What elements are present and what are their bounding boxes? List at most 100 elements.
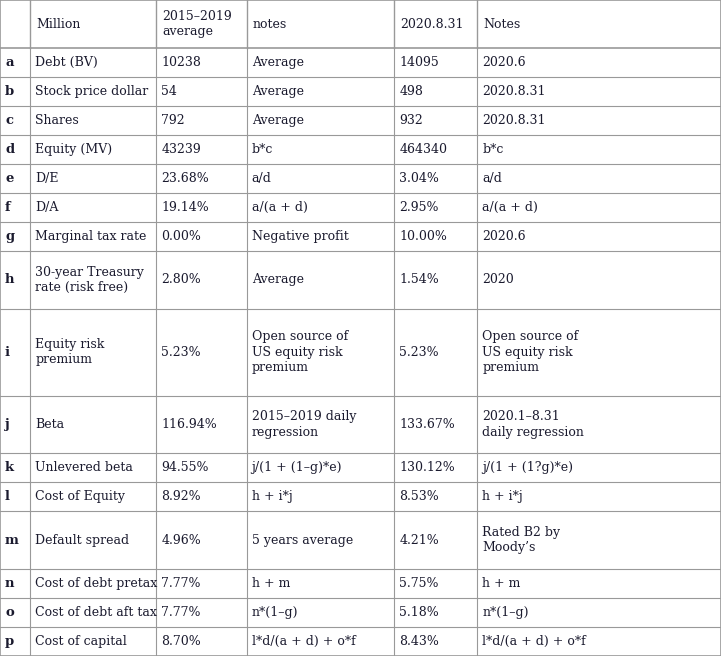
Text: 116.94%: 116.94% [162, 418, 217, 431]
Text: 2015–2019
average: 2015–2019 average [162, 10, 232, 38]
Text: Cost of Equity: Cost of Equity [35, 490, 125, 503]
Text: p: p [5, 635, 14, 648]
Text: 8.53%: 8.53% [399, 490, 439, 503]
Text: 2020: 2020 [482, 274, 514, 286]
Text: 5 years average: 5 years average [252, 534, 353, 546]
Text: 0.00%: 0.00% [162, 230, 201, 243]
Text: 2.95%: 2.95% [399, 201, 439, 214]
Text: n*(1–g): n*(1–g) [482, 606, 528, 619]
Text: 932: 932 [399, 114, 423, 127]
Text: Equity risk
premium: Equity risk premium [35, 338, 105, 366]
Text: l*d/(a + d) + o*f: l*d/(a + d) + o*f [252, 635, 355, 648]
Text: 43239: 43239 [162, 143, 201, 156]
Text: Debt (BV): Debt (BV) [35, 56, 98, 69]
Text: a/(a + d): a/(a + d) [252, 201, 307, 214]
Text: j: j [5, 418, 10, 431]
Text: a/d: a/d [252, 172, 272, 185]
Text: Beta: Beta [35, 418, 64, 431]
Text: 5.23%: 5.23% [399, 346, 439, 359]
Text: 8.43%: 8.43% [399, 635, 439, 648]
Text: 54: 54 [162, 85, 177, 98]
Text: n*(1–g): n*(1–g) [252, 606, 298, 619]
Text: Shares: Shares [35, 114, 79, 127]
Text: b: b [5, 85, 14, 98]
Text: 464340: 464340 [399, 143, 448, 156]
Text: l: l [5, 490, 10, 503]
Text: n: n [5, 577, 14, 590]
Text: g: g [5, 230, 14, 243]
Text: 2020.8.31: 2020.8.31 [482, 114, 546, 127]
Text: 2020.1–8.31
daily regression: 2020.1–8.31 daily regression [482, 410, 584, 439]
Text: 2.80%: 2.80% [162, 274, 201, 286]
Text: Million: Million [36, 18, 81, 31]
Text: o: o [5, 606, 14, 619]
Text: 4.96%: 4.96% [162, 534, 201, 546]
Text: Notes: Notes [483, 18, 521, 31]
Text: 3.04%: 3.04% [399, 172, 439, 185]
Text: b*c: b*c [482, 143, 504, 156]
Text: 2020.8.31: 2020.8.31 [482, 85, 546, 98]
Text: h + i*j: h + i*j [482, 490, 523, 503]
Text: 7.77%: 7.77% [162, 577, 201, 590]
Text: 130.12%: 130.12% [399, 461, 455, 474]
Text: Cost of debt pretax: Cost of debt pretax [35, 577, 157, 590]
Text: 30-year Treasury
rate (risk free): 30-year Treasury rate (risk free) [35, 266, 144, 294]
Text: h: h [5, 274, 14, 286]
Text: Equity (MV): Equity (MV) [35, 143, 112, 156]
Text: Cost of debt aft tax: Cost of debt aft tax [35, 606, 157, 619]
Text: i: i [5, 346, 10, 359]
Text: Average: Average [252, 114, 304, 127]
Text: a: a [5, 56, 14, 69]
Text: 10238: 10238 [162, 56, 201, 69]
Text: a/(a + d): a/(a + d) [482, 201, 538, 214]
Text: Cost of capital: Cost of capital [35, 635, 127, 648]
Text: 19.14%: 19.14% [162, 201, 209, 214]
Text: h + m: h + m [252, 577, 290, 590]
Text: 2020.6: 2020.6 [482, 230, 526, 243]
Text: D/E: D/E [35, 172, 59, 185]
Text: 8.92%: 8.92% [162, 490, 201, 503]
Text: h + i*j: h + i*j [252, 490, 292, 503]
Text: Unlevered beta: Unlevered beta [35, 461, 133, 474]
Text: 792: 792 [162, 114, 185, 127]
Text: j/(1 + (1?g)*e): j/(1 + (1?g)*e) [482, 461, 573, 474]
Text: j/(1 + (1–g)*e): j/(1 + (1–g)*e) [252, 461, 342, 474]
Text: f: f [5, 201, 11, 214]
Text: 5.75%: 5.75% [399, 577, 439, 590]
Text: Rated B2 by
Moody’s: Rated B2 by Moody’s [482, 526, 560, 554]
Text: e: e [5, 172, 14, 185]
Text: 2015–2019 daily
regression: 2015–2019 daily regression [252, 410, 356, 439]
Text: k: k [5, 461, 14, 474]
Text: 1.54%: 1.54% [399, 274, 439, 286]
Text: d: d [5, 143, 14, 156]
Text: 498: 498 [399, 85, 423, 98]
Text: Open source of
US equity risk
premium: Open source of US equity risk premium [482, 330, 578, 374]
Text: Marginal tax rate: Marginal tax rate [35, 230, 146, 243]
Text: 133.67%: 133.67% [399, 418, 455, 431]
Text: 94.55%: 94.55% [162, 461, 209, 474]
Text: 5.23%: 5.23% [162, 346, 201, 359]
Text: Average: Average [252, 56, 304, 69]
Text: Average: Average [252, 274, 304, 286]
Text: a/d: a/d [482, 172, 503, 185]
Text: Stock price dollar: Stock price dollar [35, 85, 149, 98]
Text: Default spread: Default spread [35, 534, 129, 546]
Text: 4.21%: 4.21% [399, 534, 439, 546]
Text: c: c [5, 114, 13, 127]
Text: 8.70%: 8.70% [162, 635, 201, 648]
Text: 2020.8.31: 2020.8.31 [400, 18, 464, 31]
Text: D/A: D/A [35, 201, 58, 214]
Text: 5.18%: 5.18% [399, 606, 439, 619]
Text: b*c: b*c [252, 143, 273, 156]
Text: 23.68%: 23.68% [162, 172, 209, 185]
Text: Open source of
US equity risk
premium: Open source of US equity risk premium [252, 330, 348, 374]
Text: 10.00%: 10.00% [399, 230, 447, 243]
Text: h + m: h + m [482, 577, 521, 590]
Text: Negative profit: Negative profit [252, 230, 348, 243]
Text: 7.77%: 7.77% [162, 606, 201, 619]
Text: 2020.6: 2020.6 [482, 56, 526, 69]
Text: Average: Average [252, 85, 304, 98]
Text: l*d/(a + d) + o*f: l*d/(a + d) + o*f [482, 635, 586, 648]
Text: 14095: 14095 [399, 56, 439, 69]
Text: m: m [5, 534, 19, 546]
